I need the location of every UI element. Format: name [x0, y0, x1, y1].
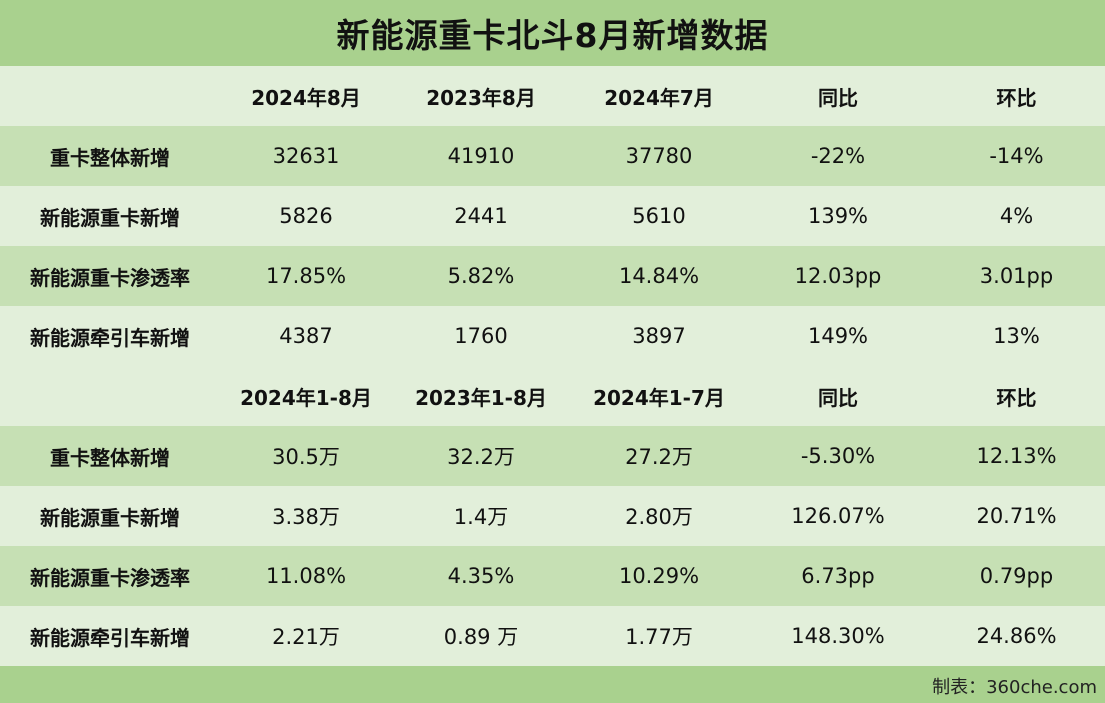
cell-value: 11.08% — [265, 564, 347, 588]
source-credit: 制表：360che.com — [932, 677, 1097, 698]
header-col-2024-jan-jul: 2024年1-7月 — [593, 385, 725, 410]
cell-value: 27.2万 — [625, 445, 693, 469]
header-col-2024-aug: 2024年8月 — [251, 85, 361, 110]
cell-yoy: 12.03pp — [794, 264, 882, 288]
cell-yoy: 149% — [807, 324, 869, 348]
cell-value: 1760 — [454, 324, 508, 348]
header-col-yoy: 同比 — [818, 385, 858, 410]
cell-value: 17.85% — [265, 264, 347, 288]
header-col-mom: 环比 — [996, 85, 1037, 110]
header-corner — [0, 366, 220, 426]
table-footer: 制表：360che.com — [0, 666, 1105, 703]
cell-value: 0.89 万 — [443, 625, 519, 649]
cell-yoy: 148.30% — [791, 624, 885, 648]
table-row: 新能源重卡渗透率 17.85% 5.82% 14.84% 12.03pp 3.0… — [0, 246, 1105, 306]
cell-value: 30.5万 — [272, 445, 340, 469]
cell-yoy: 6.73pp — [801, 564, 875, 588]
cell-mom: 3.01pp — [979, 264, 1054, 288]
table-row: 新能源重卡渗透率 11.08% 4.35% 10.29% 6.73pp 0.79… — [0, 546, 1105, 606]
cell-yoy: -5.30% — [800, 444, 876, 468]
section1-header-row: 2024年8月 2023年8月 2024年7月 同比 环比 — [0, 66, 1105, 126]
cell-value: 4387 — [279, 324, 333, 348]
cell-value: 14.84% — [618, 264, 700, 288]
cell-mom: 13% — [993, 324, 1040, 348]
table-row: 新能源牵引车新增 4387 1760 3897 149% 13% — [0, 306, 1105, 366]
cell-value: 37780 — [625, 144, 693, 168]
table-title: 新能源重卡北斗8月新增数据 — [0, 0, 1105, 66]
cell-value: 3897 — [632, 324, 686, 348]
cell-yoy: 139% — [807, 204, 869, 228]
row-label: 新能源牵引车新增 — [30, 325, 190, 350]
cell-value: 41910 — [447, 144, 515, 168]
cell-value: 2.21万 — [272, 625, 340, 649]
section2-header-row: 2024年1-8月 2023年1-8月 2024年1-7月 同比 环比 — [0, 366, 1105, 426]
header-col-2023-aug: 2023年8月 — [426, 85, 536, 110]
header-corner — [0, 66, 220, 126]
cell-value: 3.38万 — [272, 505, 340, 529]
row-label: 重卡整体新增 — [50, 445, 170, 470]
cell-value: 5610 — [632, 204, 686, 228]
row-label: 新能源重卡新增 — [40, 205, 180, 230]
table-row: 重卡整体新增 32631 41910 37780 -22% -14% — [0, 126, 1105, 186]
table-row: 新能源重卡新增 3.38万 1.4万 2.80万 126.07% 20.71% — [0, 486, 1105, 546]
header-col-2023-jan-aug: 2023年1-8月 — [415, 385, 547, 410]
cell-mom: -14% — [989, 144, 1044, 168]
cell-mom: 20.71% — [976, 504, 1057, 528]
cell-mom: 0.79pp — [979, 564, 1054, 588]
table-row: 新能源重卡新增 5826 2441 5610 139% 4% — [0, 186, 1105, 246]
header-col-2024-jan-aug: 2024年1-8月 — [240, 385, 372, 410]
cell-value: 1.4万 — [453, 505, 509, 529]
row-label: 新能源牵引车新增 — [30, 625, 190, 650]
cell-value: 32631 — [272, 144, 340, 168]
cell-value: 32.2万 — [447, 445, 515, 469]
table-row: 重卡整体新增 30.5万 32.2万 27.2万 -5.30% 12.13% — [0, 426, 1105, 486]
cell-value: 2441 — [454, 204, 508, 228]
cell-value: 10.29% — [618, 564, 700, 588]
header-col-yoy: 同比 — [818, 85, 858, 110]
cell-value: 1.77万 — [625, 625, 693, 649]
cell-value: 2.80万 — [625, 505, 693, 529]
row-label: 新能源重卡新增 — [40, 505, 180, 530]
cell-mom: 24.86% — [976, 624, 1057, 648]
cell-value: 4.35% — [447, 564, 515, 588]
cell-yoy: -22% — [810, 144, 866, 168]
cell-yoy: 126.07% — [791, 504, 885, 528]
cell-value: 5826 — [279, 204, 333, 228]
row-label: 重卡整体新增 — [50, 145, 170, 170]
cell-mom: 4% — [999, 204, 1034, 228]
header-col-2024-jul: 2024年7月 — [604, 85, 714, 110]
row-label: 新能源重卡渗透率 — [30, 565, 190, 590]
header-col-mom: 环比 — [996, 385, 1037, 410]
cell-mom: 12.13% — [976, 444, 1057, 468]
table-row: 新能源牵引车新增 2.21万 0.89 万 1.77万 148.30% 24.8… — [0, 606, 1105, 666]
row-label: 新能源重卡渗透率 — [30, 265, 190, 290]
cell-value: 5.82% — [447, 264, 515, 288]
